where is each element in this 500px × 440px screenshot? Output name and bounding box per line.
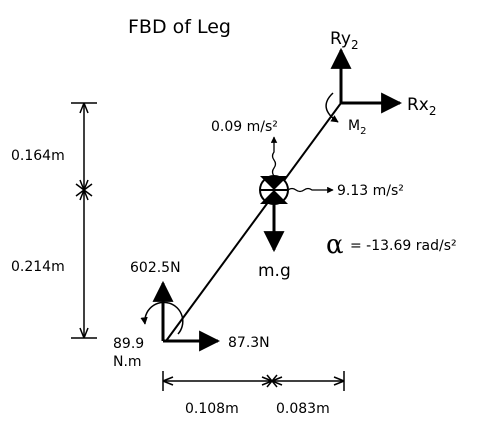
dimension-horizontal-left: 0.108m <box>185 401 239 417</box>
dimension-vertical-lower: 0.214m <box>11 259 65 275</box>
alpha-symbol: α <box>326 230 344 260</box>
accel-right-arrow <box>287 186 334 194</box>
diagram-title: FBD of Leg <box>128 16 231 38</box>
accel-up-arrow <box>270 136 278 177</box>
moment-value-label: 89.9 <box>113 336 144 352</box>
m2-moment-arrow <box>325 92 339 123</box>
accel-right-label: 9.13 m/s² <box>337 183 404 199</box>
leg-bar <box>165 102 342 342</box>
dimension-vertical-upper: 0.164m <box>11 148 65 164</box>
accel-top-label: 0.09 m/s² <box>211 119 278 135</box>
weight-label: m.g <box>258 261 291 281</box>
rx2-label: Rx2 <box>407 95 437 118</box>
ry2-label: Ry2 <box>330 29 359 52</box>
dimension-horizontal-right: 0.083m <box>276 401 330 417</box>
horizontal-force-label: 87.3N <box>228 335 270 351</box>
bottom-moment-arrow <box>140 301 184 335</box>
m2-label: M2 <box>348 118 366 137</box>
horizontal-dimension <box>162 371 345 391</box>
moment-unit-label: N.m <box>113 354 142 370</box>
alpha-value: = -13.69 rad/s² <box>350 238 457 254</box>
center-of-mass-symbol <box>259 175 289 205</box>
vertical-dimension <box>71 102 97 339</box>
vertical-force-label: 602.5N <box>130 260 181 276</box>
